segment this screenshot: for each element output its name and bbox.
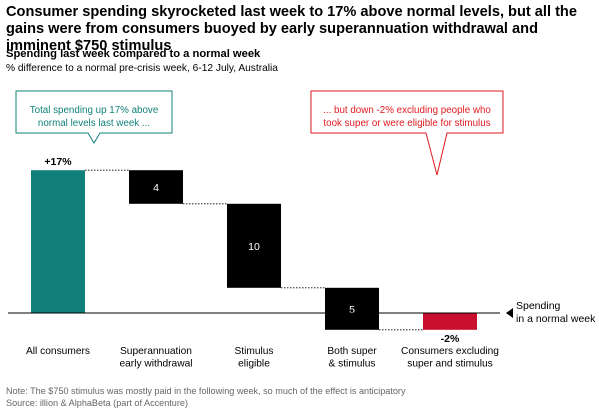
- chart-data-labels: +17% 4 10 5 -2%: [44, 156, 460, 345]
- bar-4: [423, 313, 477, 330]
- category-label-3: Both super & stimulus: [327, 346, 377, 370]
- data-label-1: 4: [153, 182, 159, 194]
- chart-bars: [31, 170, 477, 330]
- bar-3: [325, 287, 379, 330]
- footer-source: Source: illion & AlphaBeta (part of Acce…: [6, 398, 188, 408]
- chart-connectors: [85, 169, 423, 331]
- category-label-2: Stimulus eligible: [234, 346, 273, 370]
- data-label-3: 5: [349, 304, 355, 316]
- callout-box-teal: [15, 90, 173, 144]
- chart-subtitle: Spending last week compared to a normal …: [6, 48, 261, 60]
- chart-headline: Consumer spending skyrocketed last week …: [6, 4, 577, 54]
- category-label-0: All consumers: [26, 346, 90, 357]
- callout-excluding: ... but down -2% excluding people who to…: [323, 105, 491, 129]
- data-label-4: -2%: [441, 333, 460, 345]
- baseline-arrow-icon: [506, 308, 513, 318]
- data-label-2: 10: [248, 241, 260, 253]
- category-label-4: Consumers excluding super and stimulus: [401, 346, 499, 370]
- chart-category-labels: All consumers Superannuation early withdra…: [26, 346, 499, 370]
- callout-box-red: [310, 90, 504, 176]
- bar-2: [227, 203, 281, 288]
- footer-note: Note: The $750 stimulus was mostly paid …: [6, 386, 406, 396]
- callout-shapes: [15, 90, 504, 176]
- bar-1: [129, 170, 183, 204]
- chart-subnote: % difference to a normal pre-crisis week…: [6, 63, 278, 74]
- callout-total-spending: Total spending up 17% above normal level…: [29, 105, 159, 129]
- baseline-label: Spending in a normal week: [516, 300, 596, 325]
- bar-0: [31, 170, 85, 313]
- data-label-0: +17%: [44, 156, 72, 168]
- category-label-1: Superannuation early withdrawal: [119, 346, 192, 370]
